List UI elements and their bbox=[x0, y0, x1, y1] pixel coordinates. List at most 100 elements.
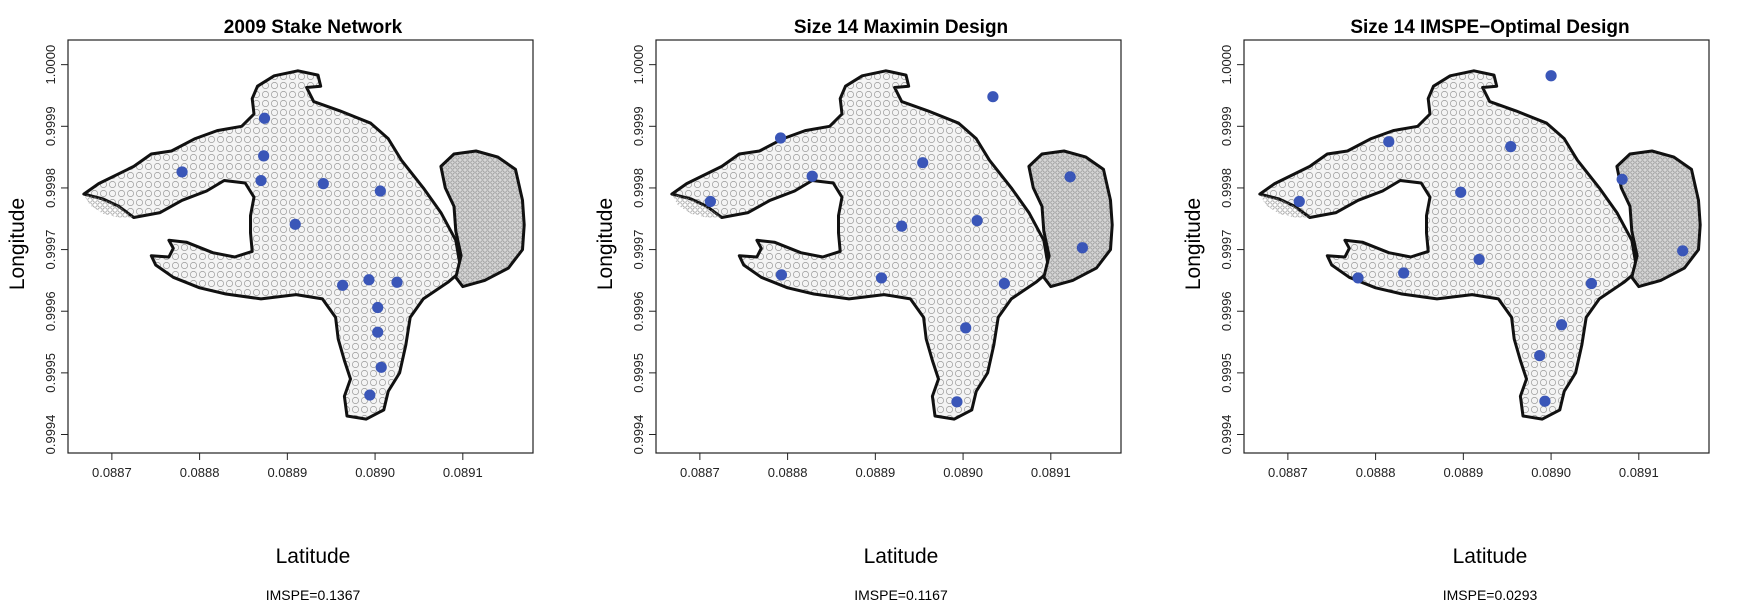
design-point bbox=[1534, 350, 1546, 362]
design-point bbox=[951, 396, 963, 408]
y-tick-label: 0.9998 bbox=[631, 168, 646, 208]
design-point bbox=[391, 276, 403, 288]
lobe-outline bbox=[1027, 149, 1114, 289]
design-point bbox=[258, 112, 271, 124]
x-axis-label: Latitude bbox=[864, 545, 939, 568]
y-tick-label: 0.9997 bbox=[43, 230, 58, 270]
plot-frame bbox=[655, 39, 1122, 454]
y-tick-label: 0.9999 bbox=[43, 106, 58, 146]
design-point bbox=[775, 269, 788, 281]
design-point bbox=[1505, 141, 1517, 153]
design-point bbox=[258, 150, 270, 162]
design-point bbox=[971, 215, 983, 227]
x-tick-label: 0.0888 bbox=[768, 465, 808, 480]
y-tick-label: 0.9996 bbox=[43, 291, 58, 331]
imspe-caption: IMSPE=0.1367 bbox=[266, 587, 361, 603]
panel-imspe-optimal-design: Size 14 IMSPE−Optimal Design 0.0887 0.088… bbox=[1182, 17, 1710, 603]
design-point bbox=[372, 326, 384, 338]
x-tick-label: 0.0891 bbox=[1031, 465, 1071, 480]
y-axis-label: Longitude bbox=[6, 198, 29, 290]
design-point bbox=[1616, 173, 1628, 185]
design-point bbox=[364, 389, 376, 401]
design-point bbox=[317, 178, 329, 190]
panel-title: Size 14 IMSPE−Optimal Design bbox=[1350, 17, 1629, 38]
lobe-outline bbox=[439, 149, 526, 289]
x-tick-label: 0.0887 bbox=[92, 465, 132, 480]
region-outline bbox=[670, 69, 1051, 421]
design-point bbox=[363, 274, 375, 286]
panel-maximin-design: Size 14 Maximin Design 0.0887 0.0888 0.088… bbox=[594, 17, 1122, 603]
design-point bbox=[1473, 253, 1485, 266]
design-point bbox=[255, 174, 267, 187]
y-tick-label: 0.9995 bbox=[43, 353, 58, 393]
x-tick-label: 0.0889 bbox=[855, 465, 895, 480]
imspe-caption: IMSPE=0.0293 bbox=[1443, 587, 1538, 603]
y-tick-label: 0.9996 bbox=[1219, 291, 1234, 331]
design-point bbox=[1076, 242, 1088, 254]
y-tick-label: 0.9994 bbox=[43, 415, 58, 455]
x-axis-label: Latitude bbox=[276, 545, 351, 568]
y-axis-label: Longitude bbox=[594, 198, 617, 290]
y-tick-label: 0.9999 bbox=[1219, 106, 1234, 146]
design-point bbox=[1383, 136, 1395, 148]
plot-frame bbox=[67, 39, 534, 454]
x-tick-label: 0.0887 bbox=[680, 465, 720, 480]
x-tick-label: 0.0891 bbox=[1619, 465, 1659, 480]
x-tick-label: 0.0890 bbox=[1531, 465, 1571, 480]
x-tick-label: 0.0889 bbox=[1443, 465, 1483, 480]
design-point bbox=[372, 301, 384, 314]
y-tick-label: 0.9999 bbox=[631, 106, 646, 146]
region-outline bbox=[82, 69, 463, 421]
design-point bbox=[337, 279, 349, 291]
x-tick-label: 0.0889 bbox=[267, 465, 307, 480]
x-tick-label: 0.0890 bbox=[355, 465, 395, 480]
y-tick-label: 0.9995 bbox=[1219, 353, 1234, 393]
y-tick-label: 1.0000 bbox=[631, 45, 646, 85]
design-point bbox=[1064, 171, 1076, 183]
design-point bbox=[1455, 186, 1467, 198]
y-tick-label: 0.9995 bbox=[631, 353, 646, 393]
y-tick-label: 0.9996 bbox=[631, 291, 646, 331]
design-point bbox=[374, 185, 386, 197]
design-point bbox=[1677, 245, 1689, 257]
design-point bbox=[289, 218, 301, 230]
design-point bbox=[1398, 267, 1410, 279]
design-point bbox=[1539, 395, 1551, 407]
plot-frame bbox=[1243, 39, 1710, 454]
y-tick-label: 0.9994 bbox=[631, 415, 646, 455]
x-tick-label: 0.0890 bbox=[943, 465, 983, 480]
x-tick-label: 0.0888 bbox=[1356, 465, 1396, 480]
y-tick-label: 0.9998 bbox=[43, 168, 58, 208]
design-point bbox=[917, 157, 929, 169]
y-tick-label: 1.0000 bbox=[43, 45, 58, 85]
design-point bbox=[176, 166, 188, 178]
region-dense-west bbox=[83, 194, 134, 218]
design-point bbox=[960, 322, 972, 334]
design-point bbox=[704, 195, 716, 208]
x-tick-label: 0.0888 bbox=[180, 465, 220, 480]
y-tick-label: 0.9998 bbox=[1219, 168, 1234, 208]
panel-title: 2009 Stake Network bbox=[224, 17, 403, 38]
y-tick-label: 1.0000 bbox=[1219, 45, 1234, 85]
panel-stake-network: 2009 Stake Network 0.0887 0.0888 0.0889 0.0… bbox=[6, 17, 534, 603]
region-dense-west bbox=[1259, 194, 1310, 218]
x-tick-label: 0.0887 bbox=[1268, 465, 1308, 480]
y-tick-label: 0.9994 bbox=[1219, 415, 1234, 455]
design-point bbox=[896, 220, 908, 232]
design-point bbox=[375, 361, 387, 373]
design-point bbox=[1556, 319, 1568, 331]
design-point bbox=[875, 272, 888, 284]
region-dense-west bbox=[671, 194, 722, 218]
design-point bbox=[774, 132, 787, 144]
design-point bbox=[1585, 277, 1598, 290]
y-tick-label: 0.9997 bbox=[1219, 230, 1234, 270]
y-tick-label: 0.9997 bbox=[631, 230, 646, 270]
panel-title: Size 14 Maximin Design bbox=[794, 17, 1008, 38]
imspe-caption: IMSPE=0.1167 bbox=[854, 587, 948, 603]
design-point bbox=[1352, 272, 1364, 284]
y-axis-label: Longitude bbox=[1182, 198, 1205, 290]
design-point bbox=[806, 170, 818, 182]
x-axis-label: Latitude bbox=[1453, 545, 1528, 568]
design-point bbox=[1293, 195, 1305, 208]
